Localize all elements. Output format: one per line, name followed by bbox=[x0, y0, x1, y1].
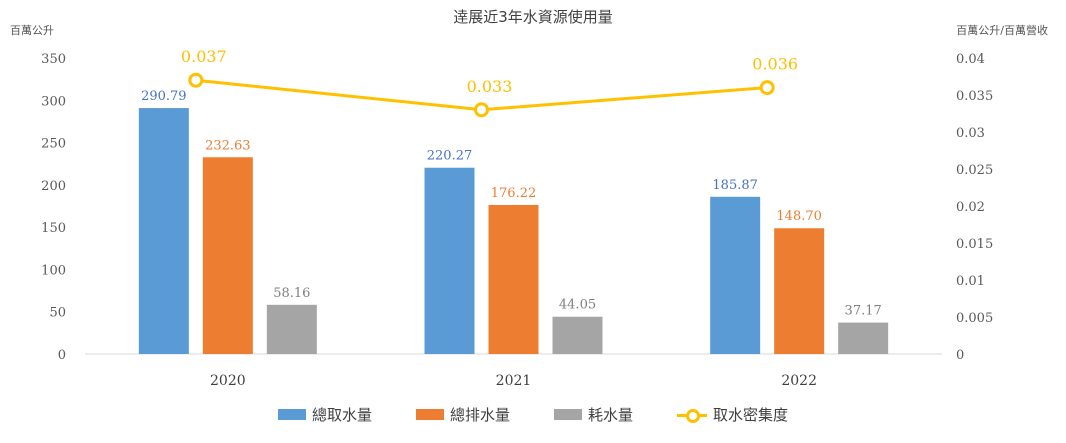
legend-item-discharge: 總排水量 bbox=[415, 404, 510, 425]
intensity-label-1: 0.033 bbox=[467, 77, 513, 96]
data-label-s0-c1: 220.27 bbox=[427, 149, 473, 164]
y-tick-label-1: 50 bbox=[49, 306, 66, 321]
bar-s0-c0 bbox=[138, 108, 189, 355]
y2-tick-label-0: 0 bbox=[956, 348, 964, 363]
chart-title: 逹展近3年水資源使用量 bbox=[453, 8, 613, 26]
legend-label-withdrawal: 總取水量 bbox=[311, 406, 372, 424]
legend-swatch-consumption bbox=[554, 409, 582, 420]
x-tick-label-2: 2022 bbox=[781, 373, 817, 389]
legend-item-intensity: 取水密集度 bbox=[677, 404, 788, 425]
legend-item-withdrawal: 總取水量 bbox=[277, 404, 372, 425]
data-label-s1-c2: 148.70 bbox=[776, 209, 822, 224]
data-label-s2-c0: 58.16 bbox=[273, 286, 310, 301]
y2-tick-label-3: 0.015 bbox=[956, 237, 993, 252]
intensity-point-1 bbox=[474, 102, 489, 118]
legend-label-discharge: 總排水量 bbox=[449, 406, 510, 424]
y2-tick-label-4: 0.02 bbox=[956, 200, 985, 215]
right-axis-unit: 百萬公升/百萬營收 bbox=[956, 24, 1048, 37]
y-tick-label-7: 350 bbox=[41, 52, 66, 67]
y-tick-label-6: 300 bbox=[41, 94, 66, 109]
y2-tick-label-7: 0.035 bbox=[956, 89, 993, 104]
intensity-label-2: 0.036 bbox=[752, 55, 798, 74]
intensity-point-0 bbox=[188, 72, 204, 88]
intensity-point-2 bbox=[759, 80, 775, 96]
data-label-s0-c2: 185.87 bbox=[712, 178, 758, 193]
legend-item-consumption: 耗水量 bbox=[554, 404, 633, 425]
legend: 總取水量 總排水量 耗水量 取水密集度 bbox=[0, 404, 1066, 425]
legend-label-intensity: 取水密集度 bbox=[713, 406, 789, 424]
y2-tick-label-6: 0.03 bbox=[956, 126, 985, 141]
y2-tick-label-5: 0.025 bbox=[956, 163, 993, 178]
data-label-s0-c0: 290.79 bbox=[141, 89, 187, 104]
y2-tick-label-1: 0.005 bbox=[956, 311, 993, 326]
intensity-label-0: 0.037 bbox=[181, 47, 227, 66]
x-tick-label-0: 2020 bbox=[210, 373, 246, 389]
bar-s1-c0 bbox=[202, 157, 253, 354]
y-tick-label-2: 100 bbox=[41, 263, 66, 278]
data-label-s2-c1: 44.05 bbox=[559, 298, 596, 313]
y-tick-label-3: 150 bbox=[41, 221, 66, 236]
legend-label-consumption: 耗水量 bbox=[588, 406, 634, 424]
legend-swatch-intensity bbox=[677, 408, 708, 423]
y-tick-label-0: 0 bbox=[58, 348, 66, 363]
bar-s2-c1 bbox=[552, 316, 603, 354]
legend-swatch-discharge bbox=[415, 409, 444, 420]
data-label-s1-c1: 176.22 bbox=[491, 186, 537, 201]
data-label-s2-c2: 37.17 bbox=[845, 304, 882, 319]
bar-s1-c2 bbox=[774, 228, 825, 354]
x-tick-label-1: 2021 bbox=[496, 373, 532, 389]
left-axis-unit: 百萬公升 bbox=[10, 24, 54, 37]
bar-s0-c2 bbox=[710, 196, 761, 354]
y-tick-label-5: 250 bbox=[41, 137, 66, 152]
bar-s0-c1 bbox=[424, 167, 475, 354]
bar-s2-c0 bbox=[266, 304, 317, 354]
y-tick-label-4: 200 bbox=[41, 179, 66, 194]
y2-tick-label-8: 0.04 bbox=[956, 52, 985, 67]
bar-s1-c1 bbox=[488, 204, 539, 354]
legend-swatch-withdrawal bbox=[277, 409, 306, 420]
data-label-s1-c0: 232.63 bbox=[205, 138, 251, 153]
bar-s2-c2 bbox=[838, 322, 889, 354]
y2-tick-label-2: 0.01 bbox=[956, 274, 985, 289]
